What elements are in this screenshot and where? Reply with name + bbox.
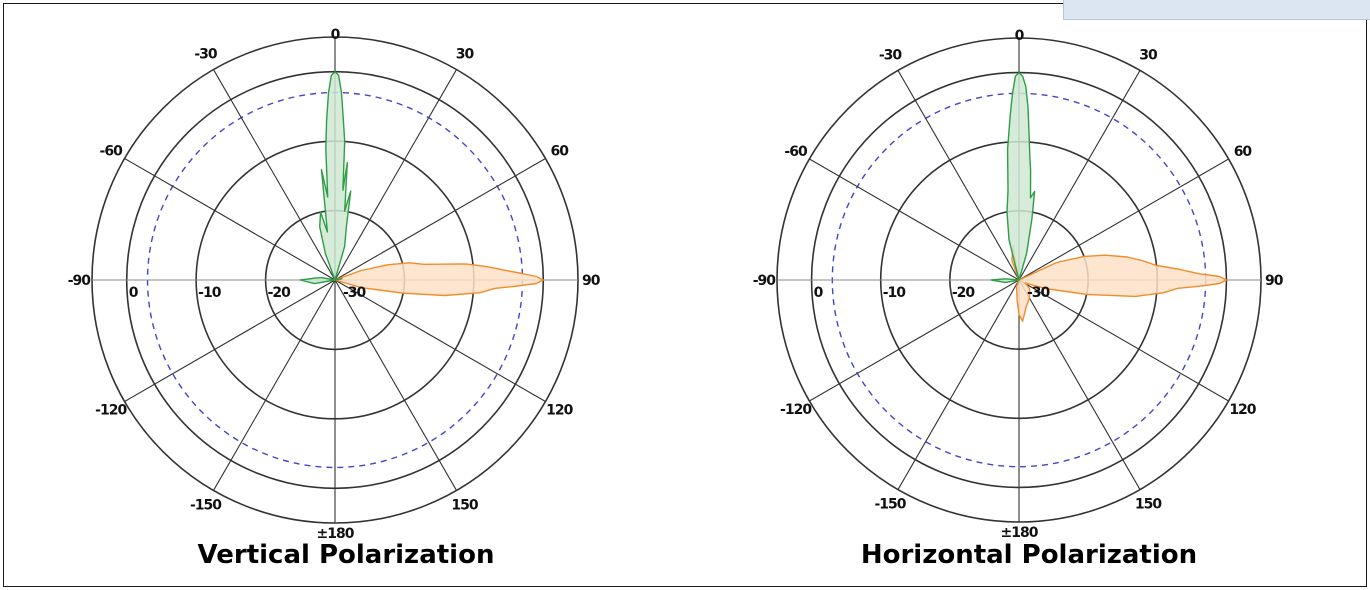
caption-vertical-polarization: Vertical Polarization	[197, 540, 495, 570]
radial-tick-label: -20	[268, 285, 292, 301]
spoke-line	[124, 279, 336, 402]
angle-tick-label: ±180	[317, 526, 355, 542]
angle-tick-label: -30	[879, 48, 903, 64]
angle-labels: 0 30 60 90 120 150 ±180 -150 -120 -90 -60 -30	[753, 28, 1285, 541]
angle-tick-label: -60	[784, 144, 808, 160]
angle-tick-label: -150	[190, 497, 222, 513]
series-orange-lobe	[1011, 245, 1228, 322]
spoke-line	[334, 279, 546, 402]
angle-tick-label: -60	[100, 144, 124, 160]
angle-tick-label: 30	[1139, 48, 1158, 64]
series-orange-lobe	[334, 262, 544, 297]
angle-tick-label: -120	[95, 403, 127, 419]
spoke-line	[809, 279, 1020, 402]
spoke-line	[334, 69, 457, 281]
angle-tick-label: ±180	[1001, 525, 1039, 541]
angle-tick-label: 60	[551, 144, 570, 160]
angle-tick-label: -90	[753, 273, 777, 289]
radial-tick-label: -10	[198, 285, 222, 301]
radial-tick-label: -30	[343, 285, 367, 301]
spoke-line	[1018, 158, 1229, 281]
angle-tick-label: 120	[1229, 402, 1256, 418]
radial-labels: 0 -10 -20 -30	[814, 285, 1052, 301]
spoke-line	[213, 69, 336, 281]
angle-tick-label: 150	[1135, 496, 1162, 512]
angle-tick-label: -120	[780, 402, 812, 418]
angle-tick-label: -30	[194, 47, 218, 63]
radial-tick-label: -20	[952, 285, 976, 301]
spoke-line	[334, 279, 457, 491]
radial-tick-label: 0	[814, 285, 824, 301]
angle-tick-label: 60	[1234, 144, 1253, 160]
angle-tick-label: 90	[582, 273, 601, 289]
series-green-lobe	[299, 71, 352, 285]
angle-tick-label: 120	[546, 403, 573, 419]
spoke-line	[897, 279, 1020, 490]
spoke-line	[1018, 279, 1141, 490]
spoke-line	[334, 158, 546, 281]
radial-tick-label: -30	[1027, 285, 1051, 301]
angle-tick-label: 150	[451, 497, 478, 513]
radial-tick-label: -10	[883, 285, 907, 301]
spoke-line	[809, 158, 1020, 281]
corner-tab	[1063, 0, 1370, 20]
angle-tick-label: 0	[1015, 28, 1025, 44]
caption-horizontal-polarization: Horizontal Polarization	[860, 540, 1198, 570]
spoke-line	[897, 70, 1020, 281]
radial-tick-label: 0	[129, 285, 139, 301]
spoke-line	[1018, 279, 1229, 402]
radial-labels: 0 -10 -20 -30	[129, 285, 368, 301]
angle-tick-label: -90	[68, 273, 92, 289]
angle-tick-label: 30	[456, 47, 475, 63]
angle-tick-label: 0	[331, 27, 341, 43]
series-green-lobe	[990, 71, 1036, 284]
spoke-line	[1018, 70, 1141, 281]
spoke-line	[124, 158, 336, 281]
angle-labels: 0 30 60 90 120 150 ±180 -150 -120 -90 -60 -30	[68, 27, 602, 542]
spoke-line	[213, 279, 336, 491]
angle-tick-label: 90	[1265, 273, 1284, 289]
angle-tick-label: -150	[874, 496, 906, 512]
